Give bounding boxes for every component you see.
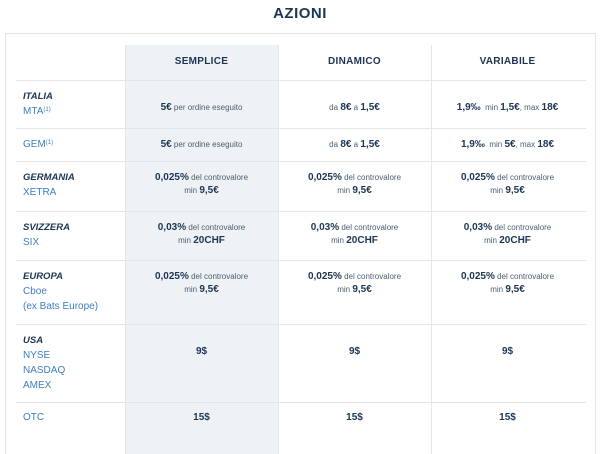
pricing-table: SEMPLICE DINAMICO VARIABILE ITALIA MTA(1… <box>5 33 596 454</box>
row-divider <box>16 211 586 212</box>
row-divider <box>16 324 586 325</box>
row-label-italia-gem: GEM(1) <box>23 137 53 152</box>
row-divider <box>16 80 586 81</box>
cell-germania-semplice: 0,025% del controvalore min 9,5€ <box>154 172 249 196</box>
market-label-note: (ex Bats Europe) <box>23 301 99 312</box>
column-divider <box>431 45 432 454</box>
cell-otc-variabile: 15$ <box>499 412 516 423</box>
row-label-germania: GERMANIA XETRA <box>23 170 75 200</box>
cell-italia-gem-variabile: 1,9‰ min 5€, max 18€ <box>460 139 555 150</box>
column-header-variabile: VARIABILE <box>479 56 536 67</box>
country-label: GERMANIA <box>23 172 75 183</box>
column-header-semplice: SEMPLICE <box>174 56 229 67</box>
market-label: Cboe <box>23 286 47 297</box>
row-label-europa: EUROPA Cboe (ex Bats Europe) <box>23 269 98 314</box>
country-label: EUROPA <box>23 271 63 282</box>
cell-otc-dinamico: 15$ <box>346 412 363 423</box>
footnote-marker: (1) <box>45 140 54 146</box>
country-label: SVIZZERA <box>23 222 70 233</box>
market-label: GEM(1) <box>23 139 54 150</box>
column-header-dinamico: DINAMICO <box>328 56 381 67</box>
market-label: AMEX <box>23 380 52 391</box>
row-divider <box>16 260 586 261</box>
cell-italia-mta-semplice: 5€ per ordine eseguito <box>160 102 243 113</box>
market-label: XETRA <box>23 187 57 198</box>
row-label-svizzera: SVIZZERA SIX <box>23 220 70 250</box>
cell-italia-mta-dinamico: da 8€ a 1,5€ <box>329 102 380 113</box>
row-divider <box>16 161 586 162</box>
cell-germania-dinamico: 0,025% del controvalore min 9,5€ <box>307 172 402 196</box>
cell-otc-semplice: 15$ <box>193 412 210 423</box>
row-divider <box>16 128 586 129</box>
row-label-usa: USA NYSE NASDAQ AMEX <box>23 333 65 393</box>
cell-usa-variabile: 9$ <box>501 346 514 357</box>
market-label: OTC <box>23 412 45 423</box>
cell-europa-semplice: 0,025% del controvalore min 9,5€ <box>154 271 249 295</box>
cell-italia-mta-variabile: 1,9‰ min 1,5€, max 18€ <box>456 102 559 113</box>
row-divider <box>16 402 586 403</box>
country-label: USA <box>23 335 44 346</box>
page-title: AZIONI <box>273 5 327 22</box>
cell-usa-semplice: 9$ <box>195 346 208 357</box>
column-divider <box>278 45 279 454</box>
footnote-marker: (1) <box>43 107 51 113</box>
market-label: SIX <box>23 237 40 248</box>
cell-italia-gem-dinamico: da 8€ a 1,5€ <box>329 139 380 150</box>
row-label-otc: OTC <box>23 410 44 425</box>
cell-svizzera-variabile: 0,03% del controvalore min 20CHF <box>463 222 552 246</box>
market-label: NYSE <box>23 350 51 361</box>
semplice-column-highlight <box>125 45 278 454</box>
row-label-italia-mta: ITALIA MTA(1) <box>23 89 53 119</box>
cell-svizzera-dinamico: 0,03% del controvalore min 20CHF <box>310 222 399 246</box>
cell-italia-gem-semplice: 5€ per ordine eseguito <box>160 139 243 150</box>
cell-usa-dinamico: 9$ <box>348 346 361 357</box>
cell-germania-variabile: 0,025% del controvalore min 9,5€ <box>460 172 555 196</box>
cell-europa-dinamico: 0,025% del controvalore min 9,5€ <box>307 271 402 295</box>
column-divider <box>125 45 126 454</box>
country-label: ITALIA <box>23 91 53 102</box>
cell-svizzera-semplice: 0,03% del controvalore min 20CHF <box>157 222 246 246</box>
cell-europa-variabile: 0,025% del controvalore min 9,5€ <box>460 271 555 295</box>
market-label: NASDAQ <box>23 365 66 376</box>
market-label: MTA(1) <box>23 106 51 117</box>
